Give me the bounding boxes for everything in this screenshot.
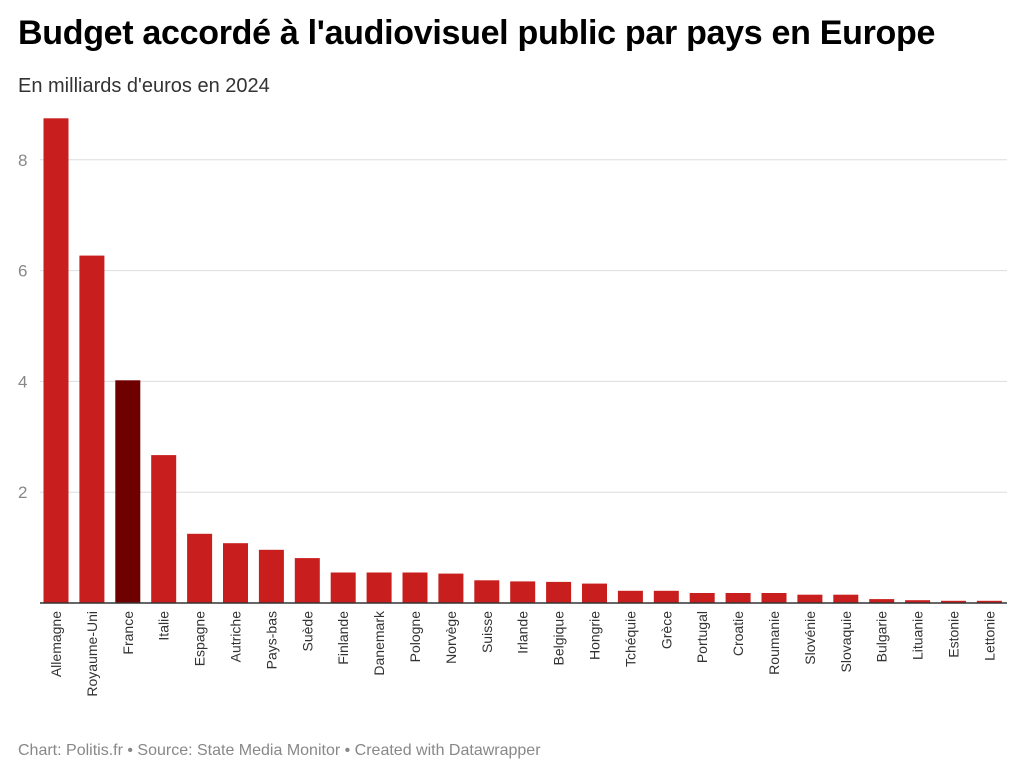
x-label-norvège: Norvège (443, 611, 459, 664)
x-label-lituanie: Lituanie (910, 611, 926, 660)
bar-tchéquie (617, 590, 643, 603)
bar-norvège (438, 573, 464, 603)
x-label-croatie: Croatie (730, 611, 746, 656)
y-tick-label-6: 6 (18, 262, 27, 281)
bar-lituanie (905, 600, 931, 603)
bar-hongrie (582, 583, 607, 603)
bar-espagne (187, 533, 213, 604)
y-tick-label-8: 8 (18, 151, 27, 170)
bar-grèce (653, 590, 679, 603)
x-label-portugal: Portugal (694, 611, 710, 663)
y-tick-label-2: 2 (18, 483, 27, 502)
x-label-allemagne: Allemagne (48, 611, 64, 677)
bar-autriche (223, 543, 248, 603)
x-label-pays-bas: Pays-bas (263, 611, 279, 669)
y-axis-ticks: 2 4 6 8 (18, 151, 27, 502)
x-label-lettonie: Lettonie (981, 611, 997, 661)
x-label-espagne: Espagne (192, 611, 208, 666)
bar-irlande (510, 581, 536, 603)
x-axis-labels: Allemagne Royaume-Uni France Italie Espagne A… (48, 610, 997, 697)
bar-portugal (689, 593, 715, 603)
bar-roumanie (761, 593, 787, 603)
bar-slovaquie (833, 594, 859, 603)
x-label-france: France (120, 611, 136, 655)
x-label-tchéquie: Tchéquie (622, 611, 638, 667)
x-label-finlande: Finlande (335, 611, 351, 665)
x-label-suède: Suède (299, 611, 315, 652)
x-label-slovénie: Slovénie (802, 611, 818, 665)
bar-allemagne (43, 118, 69, 604)
x-label-italie: Italie (156, 611, 172, 641)
x-label-pologne: Pologne (407, 611, 423, 663)
x-label-danemark: Danemark (371, 610, 387, 676)
x-label-suisse: Suisse (479, 611, 495, 653)
bar-bulgarie (869, 599, 895, 603)
x-label-irlande: Irlande (515, 611, 531, 654)
bar-france (115, 380, 141, 603)
y-tick-label-4: 4 (18, 372, 27, 391)
x-label-slovaquie: Slovaquie (838, 611, 854, 673)
bar-italie (151, 455, 177, 603)
bar-finlande (330, 572, 356, 603)
x-label-bulgarie: Bulgarie (874, 611, 890, 663)
bar-slovénie (797, 594, 823, 603)
x-label-royaume-uni: Royaume-Uni (84, 611, 100, 697)
x-label-grèce: Grèce (658, 611, 674, 649)
x-label-hongrie: Hongrie (587, 611, 603, 660)
bar-pays-bas (258, 549, 284, 603)
bar-royaume-uni (79, 255, 105, 603)
chart-subtitle: En milliards d'euros en 2024 (18, 75, 270, 97)
x-label-autriche: Autriche (228, 611, 244, 663)
bar-pologne (402, 572, 428, 603)
bar-lettonie (976, 600, 1002, 603)
gridlines (40, 159, 1007, 493)
bar-croatie (725, 593, 751, 603)
chart-footer: Chart: Politis.fr • Source: State Media … (18, 742, 541, 759)
chart-title: Budget accordé à l'audiovisuel public pa… (18, 14, 936, 52)
bars (43, 118, 1002, 604)
bar-estonie (941, 600, 966, 603)
x-label-belgique: Belgique (551, 611, 567, 666)
bar-belgique (546, 581, 572, 603)
bar-suisse (474, 580, 500, 603)
bar-suède (294, 558, 320, 603)
x-label-estonie: Estonie (946, 611, 962, 658)
bar-danemark (366, 572, 392, 603)
x-label-roumanie: Roumanie (766, 611, 782, 675)
